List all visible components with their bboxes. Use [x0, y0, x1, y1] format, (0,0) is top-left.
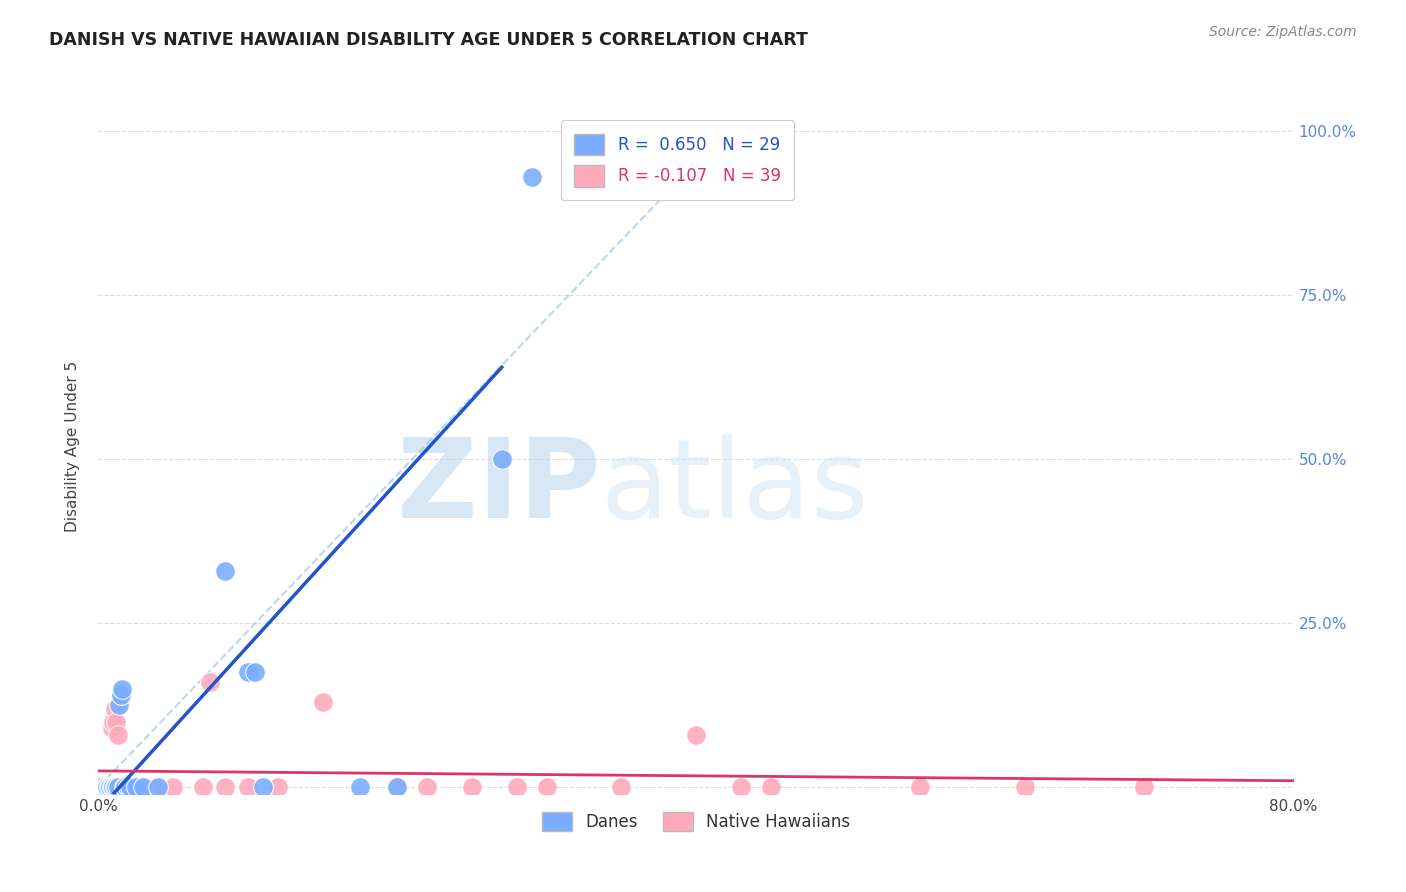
Point — [1133, 780, 1156, 795]
Point — [97, 780, 120, 795]
Point — [759, 780, 782, 795]
Point — [236, 665, 259, 680]
Point — [108, 698, 131, 713]
Point — [114, 780, 136, 795]
Point — [93, 780, 115, 795]
Point — [117, 780, 139, 795]
Text: ZIP: ZIP — [396, 434, 600, 541]
Point — [96, 780, 118, 795]
Point — [103, 780, 125, 795]
Point — [148, 780, 170, 795]
Text: Source: ZipAtlas.com: Source: ZipAtlas.com — [1209, 25, 1357, 39]
Point — [101, 721, 124, 735]
Point — [111, 780, 134, 795]
Point — [111, 681, 134, 696]
Y-axis label: Disability Age Under 5: Disability Age Under 5 — [65, 360, 80, 532]
Point — [105, 780, 128, 795]
Point — [349, 780, 371, 795]
Point — [110, 689, 132, 703]
Point — [125, 780, 148, 795]
Point — [214, 780, 236, 795]
Point — [461, 780, 484, 795]
Point — [103, 714, 125, 729]
Point — [96, 780, 118, 795]
Point — [112, 780, 135, 795]
Legend: Danes, Native Hawaiians: Danes, Native Hawaiians — [536, 805, 856, 838]
Point — [610, 780, 633, 795]
Point — [416, 780, 439, 795]
Text: DANISH VS NATIVE HAWAIIAN DISABILITY AGE UNDER 5 CORRELATION CHART: DANISH VS NATIVE HAWAIIAN DISABILITY AGE… — [49, 31, 808, 49]
Point — [107, 780, 129, 795]
Point — [311, 695, 333, 709]
Text: atlas: atlas — [600, 434, 869, 541]
Point — [685, 728, 707, 742]
Point — [267, 780, 290, 795]
Point — [94, 780, 117, 795]
Point — [200, 675, 222, 690]
Point — [245, 665, 267, 680]
Point — [94, 780, 117, 795]
Point — [214, 564, 236, 578]
Point — [118, 780, 141, 795]
Point — [520, 169, 543, 184]
Point — [132, 780, 155, 795]
Point — [506, 780, 529, 795]
Point — [132, 780, 155, 795]
Point — [97, 780, 120, 795]
Point — [120, 780, 142, 795]
Point — [114, 780, 136, 795]
Point — [191, 780, 214, 795]
Point — [98, 780, 122, 795]
Point — [162, 780, 184, 795]
Point — [107, 728, 129, 742]
Point — [148, 780, 170, 795]
Point — [110, 780, 132, 795]
Point — [491, 452, 513, 467]
Point — [385, 780, 409, 795]
Point — [112, 780, 135, 795]
Point — [90, 780, 112, 795]
Point — [104, 780, 127, 795]
Point — [101, 780, 124, 795]
Point — [385, 780, 409, 795]
Point — [730, 780, 752, 795]
Point — [103, 780, 125, 795]
Point — [908, 780, 931, 795]
Point — [252, 780, 274, 795]
Point — [536, 780, 558, 795]
Point — [117, 780, 139, 795]
Point — [91, 780, 114, 795]
Point — [98, 780, 122, 795]
Point — [105, 714, 128, 729]
Point — [1014, 780, 1036, 795]
Point — [125, 780, 148, 795]
Point — [104, 701, 127, 715]
Point — [236, 780, 259, 795]
